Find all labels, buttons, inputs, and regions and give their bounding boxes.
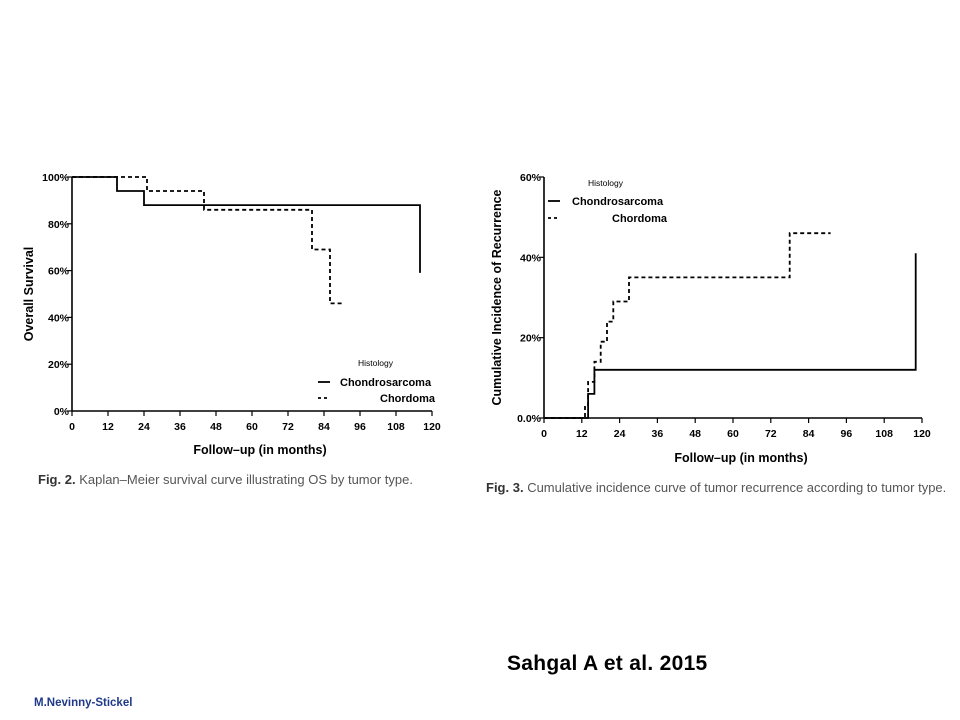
x-tick-label: 0 bbox=[541, 428, 547, 440]
y-tick-label: 20% bbox=[48, 359, 70, 371]
x-tick-label: 60 bbox=[727, 428, 739, 440]
legend-title: Histology bbox=[588, 178, 624, 188]
legend-title: Histology bbox=[358, 358, 394, 368]
x-tick-label: 60 bbox=[246, 421, 258, 433]
x-axis-label: Follow–up (in months) bbox=[674, 451, 807, 465]
x-tick-label: 72 bbox=[282, 421, 294, 433]
y-tick-label: 20% bbox=[520, 333, 542, 345]
x-tick-label: 96 bbox=[841, 428, 853, 440]
x-tick-label: 120 bbox=[913, 428, 931, 440]
x-tick-label: 48 bbox=[689, 428, 701, 440]
author-name: M.Nevinny-Stickel bbox=[34, 697, 133, 709]
x-tick-label: 36 bbox=[652, 428, 664, 440]
x-tick-label: 24 bbox=[614, 428, 626, 440]
y-tick-label: 40% bbox=[520, 252, 542, 264]
x-tick-label: 12 bbox=[102, 421, 114, 433]
y-tick-label: 80% bbox=[48, 219, 70, 231]
legend-label-chordoma: Chordoma bbox=[612, 213, 668, 225]
legend-label-chondrosarcoma: Chondrosarcoma bbox=[340, 377, 432, 389]
x-tick-label: 108 bbox=[875, 428, 893, 440]
x-tick-label: 12 bbox=[576, 428, 588, 440]
y-tick-label: 40% bbox=[48, 312, 70, 324]
figure-3-caption-text: Cumulative incidence curve of tumor recu… bbox=[527, 480, 947, 495]
y-tick-label: 60% bbox=[48, 266, 70, 278]
y-axis-label: Cumulative Incidence of Recurrence bbox=[490, 189, 504, 405]
x-tick-label: 72 bbox=[765, 428, 777, 440]
y-tick-label: 0.0% bbox=[517, 413, 542, 425]
x-tick-label: 24 bbox=[138, 421, 150, 433]
series-line-chondrosarcoma bbox=[544, 253, 917, 419]
y-axis-label: Overall Survival bbox=[22, 247, 36, 342]
y-tick-label: 60% bbox=[520, 172, 542, 184]
series-line-chordoma bbox=[544, 232, 831, 419]
y-tick-label: 100% bbox=[42, 172, 70, 184]
x-tick-label: 36 bbox=[174, 421, 186, 433]
x-tick-label: 84 bbox=[318, 421, 330, 433]
x-tick-label: 84 bbox=[803, 428, 815, 440]
x-axis-label: Follow–up (in months) bbox=[193, 443, 326, 457]
x-tick-label: 96 bbox=[354, 421, 366, 433]
series-line-chordoma bbox=[72, 176, 342, 305]
citation: Sahgal A et al. 2015 bbox=[507, 652, 708, 675]
figure-3-caption: Fig. 3. Cumulative incidence curve of tu… bbox=[486, 479, 948, 497]
x-tick-label: 120 bbox=[423, 421, 441, 433]
x-tick-label: 0 bbox=[69, 421, 75, 433]
figure-3-label: Fig. 3. bbox=[486, 480, 524, 495]
figure-2-label: Fig. 2. bbox=[38, 472, 76, 487]
figure-2-caption: Fig. 2. Kaplan–Meier survival curve illu… bbox=[38, 471, 458, 489]
legend-label-chordoma: Chordoma bbox=[380, 393, 436, 405]
x-tick-label: 108 bbox=[387, 421, 405, 433]
legend-label-chondrosarcoma: Chondrosarcoma bbox=[572, 196, 664, 208]
x-tick-label: 48 bbox=[210, 421, 222, 433]
figure-2-caption-text: Kaplan–Meier survival curve illustrating… bbox=[79, 472, 413, 487]
y-tick-label: 0% bbox=[54, 406, 70, 418]
